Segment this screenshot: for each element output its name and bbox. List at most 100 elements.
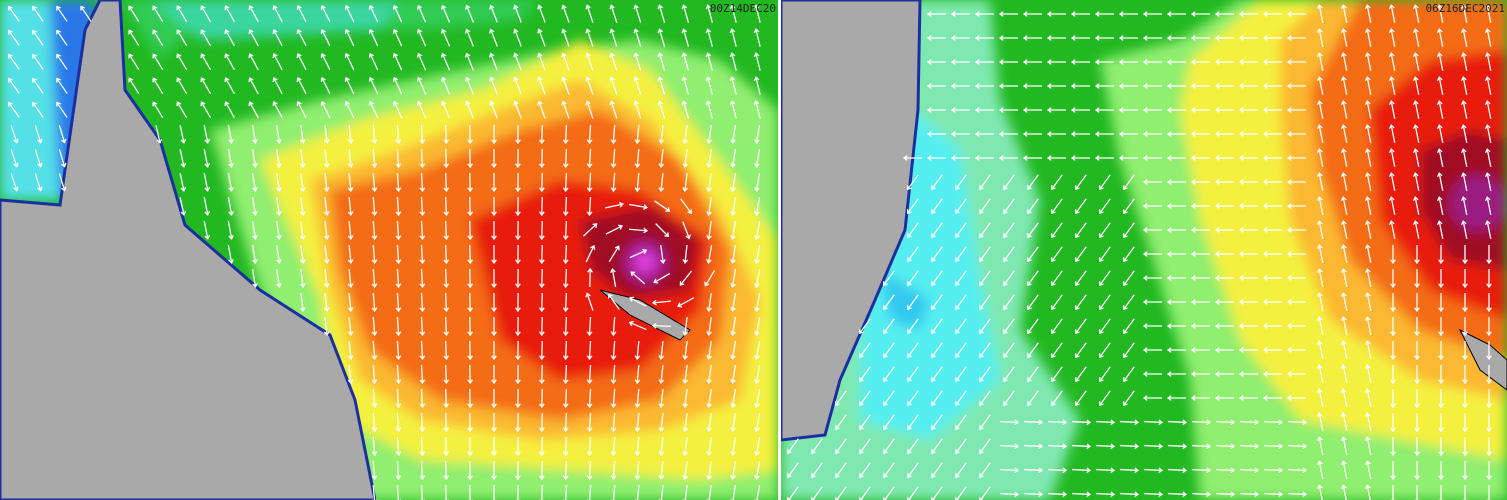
direction-arrow — [1316, 4, 1324, 23]
direction-arrow — [179, 197, 187, 216]
direction-arrow — [1390, 317, 1396, 337]
direction-arrow — [1484, 76, 1492, 95]
direction-arrow — [395, 436, 402, 457]
direction-arrow — [1414, 317, 1420, 337]
direction-arrow — [489, 76, 498, 95]
direction-arrow — [1412, 220, 1420, 239]
direction-arrow — [1003, 294, 1015, 311]
direction-arrow — [1123, 294, 1135, 311]
direction-arrow — [610, 340, 617, 361]
direction-arrow — [1484, 52, 1492, 71]
direction-arrow — [251, 125, 258, 144]
direction-arrow — [1364, 76, 1372, 95]
direction-arrow — [835, 462, 847, 479]
direction-arrow — [1046, 59, 1066, 65]
direction-arrow — [628, 320, 647, 331]
direction-arrow — [1460, 220, 1468, 239]
direction-arrow — [299, 244, 306, 265]
direction-arrow — [272, 77, 283, 95]
direction-arrow — [730, 461, 737, 480]
direction-arrow — [562, 412, 569, 433]
direction-arrow — [931, 222, 943, 239]
direction-arrow — [152, 101, 164, 119]
direction-arrow — [392, 100, 403, 119]
direction-arrow — [658, 364, 665, 385]
direction-arrow — [1123, 246, 1135, 263]
direction-arrow — [1166, 131, 1186, 137]
direction-arrow — [248, 5, 259, 23]
direction-arrow — [706, 460, 712, 481]
direction-arrow — [926, 83, 946, 89]
direction-arrow — [926, 11, 946, 17]
direction-arrow — [1286, 251, 1306, 257]
direction-arrow — [811, 486, 823, 500]
direction-arrow — [152, 29, 164, 47]
direction-arrow — [907, 342, 919, 359]
direction-arrow — [754, 389, 761, 408]
direction-arrow — [950, 83, 970, 89]
direction-arrow — [538, 196, 545, 217]
direction-arrow — [706, 172, 712, 193]
direction-arrow — [1412, 76, 1420, 95]
direction-arrow — [1071, 419, 1092, 426]
direction-arrow — [1094, 59, 1114, 65]
direction-arrow — [754, 437, 761, 456]
direction-arrow — [1214, 107, 1234, 113]
direction-arrow — [704, 269, 716, 287]
direction-arrow — [371, 388, 378, 409]
direction-arrow — [1214, 59, 1234, 65]
direction-arrow — [1214, 347, 1234, 353]
direction-arrow — [1286, 107, 1306, 113]
direction-arrow — [658, 124, 665, 145]
direction-arrow — [562, 148, 569, 169]
direction-arrow — [1051, 318, 1063, 335]
direction-arrow — [515, 268, 521, 289]
direction-arrow — [955, 318, 967, 335]
direction-arrow — [1414, 437, 1420, 457]
direction-arrow — [419, 124, 426, 145]
direction-arrow — [395, 388, 402, 409]
direction-arrow — [56, 29, 68, 46]
direction-arrow — [299, 148, 306, 169]
direction-arrow — [1484, 172, 1492, 191]
direction-arrow — [1390, 293, 1396, 313]
direction-arrow — [1438, 413, 1444, 433]
direction-arrow — [902, 155, 922, 161]
direction-arrow — [729, 28, 737, 47]
direction-arrow — [907, 390, 919, 407]
direction-arrow — [1388, 172, 1396, 191]
direction-arrow — [859, 342, 871, 359]
direction-arrow — [1460, 76, 1468, 95]
direction-arrow — [8, 101, 20, 118]
direction-arrow — [754, 197, 761, 216]
direction-arrow — [680, 198, 693, 215]
direction-arrow — [1070, 107, 1090, 113]
direction-arrow — [368, 100, 379, 119]
direction-arrow — [1190, 371, 1210, 377]
direction-arrow — [1286, 371, 1306, 377]
direction-arrow — [1215, 443, 1236, 450]
direction-arrow — [8, 53, 20, 70]
direction-arrow — [1340, 28, 1348, 47]
direction-arrow — [1022, 11, 1042, 17]
direction-arrow — [1027, 366, 1039, 383]
direction-arrow — [1027, 318, 1039, 335]
direction-arrow — [705, 4, 713, 23]
direction-arrow — [371, 172, 378, 193]
direction-arrow — [1388, 124, 1396, 143]
direction-arrow — [1462, 365, 1468, 385]
direction-arrow — [1484, 4, 1492, 23]
direction-arrow — [176, 101, 188, 119]
direction-arrow — [634, 460, 641, 481]
direction-arrow — [371, 412, 378, 433]
direction-arrow — [299, 268, 306, 289]
direction-arrow — [681, 4, 690, 23]
direction-arrow — [443, 460, 450, 481]
direction-arrow — [1438, 365, 1444, 385]
direction-arrow — [1027, 270, 1039, 287]
direction-arrow — [1286, 395, 1306, 401]
direction-arrow — [1316, 196, 1324, 215]
direction-arrow — [1215, 419, 1236, 426]
direction-arrow — [1486, 413, 1492, 433]
direction-arrow — [629, 248, 648, 259]
